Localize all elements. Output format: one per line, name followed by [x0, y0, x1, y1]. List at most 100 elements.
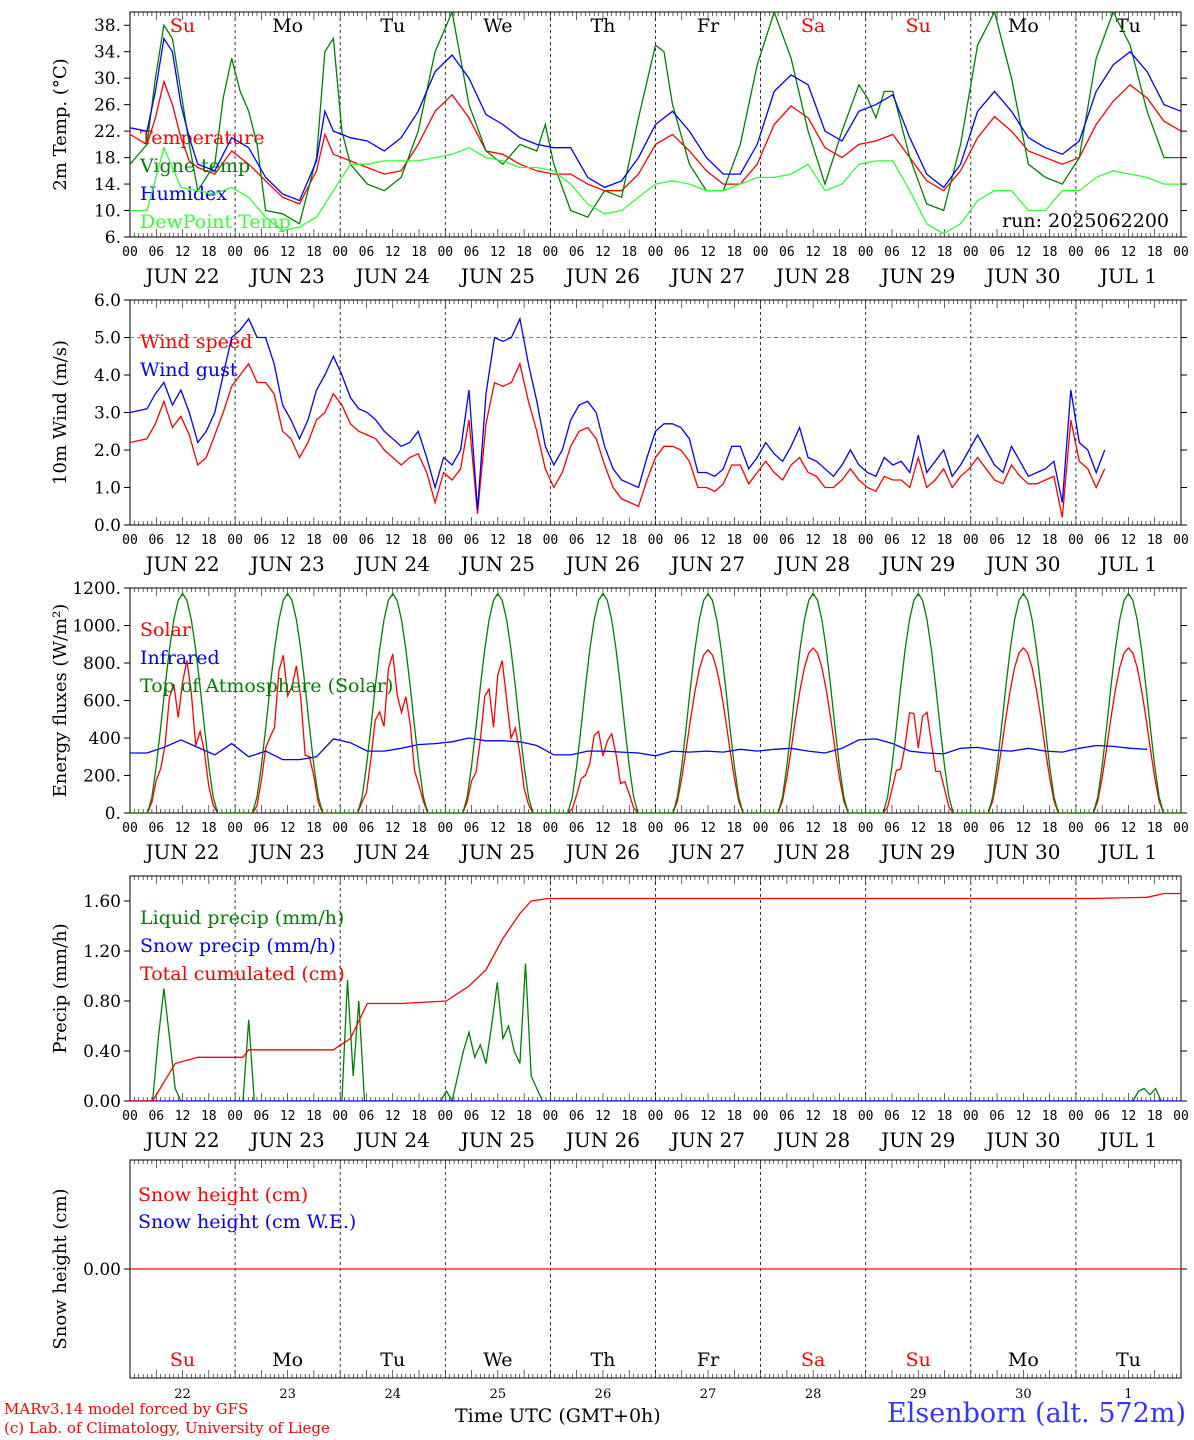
x-tick-label: 18	[1147, 533, 1163, 548]
x-tick-label: 00	[1068, 245, 1084, 260]
x-tick-label: 06	[148, 1109, 164, 1124]
y-tick-label: 600.	[83, 692, 121, 712]
x-tick-label: 06	[359, 533, 375, 548]
x-tick-label: 18	[621, 821, 637, 836]
x-tick-label: 18	[832, 533, 848, 548]
x-tick-label: 06	[884, 821, 900, 836]
panel-1: 6. 10. 14. 18. 22. 26. 30. 34. 38. 2m Temp. (°C) 0…	[50, 11, 1189, 288]
date-label: JUL 1	[1098, 1128, 1157, 1152]
x-tick-label: 06	[464, 1109, 480, 1124]
x-tick-label: 00	[227, 245, 243, 260]
y-tick-label: 800.	[83, 654, 121, 674]
model-credit: MARv3.14 model forced by GFS (c) Lab. of…	[4, 1400, 330, 1438]
x-tick-label: 18	[621, 1109, 637, 1124]
date-label: JUN 26	[564, 552, 640, 576]
x-tick-label: 18	[516, 1109, 532, 1124]
x-tick-label: 06	[674, 245, 690, 260]
date-label: JUN 22	[143, 552, 219, 576]
date-label: JUN 24	[354, 840, 430, 864]
legend-entry: Infrared	[140, 647, 220, 669]
y-tick-label: 30.	[94, 69, 121, 89]
x-tick-label: 18	[1147, 245, 1163, 260]
panel-frame	[129, 587, 1182, 814]
y-axis-label: 10m Wind (m/s)	[50, 340, 71, 485]
x-tick-label: 18	[306, 821, 322, 836]
x-tick-label: 18	[1042, 821, 1058, 836]
date-label: JUL 1	[1098, 552, 1157, 576]
y-tick-label: 22.	[94, 122, 121, 142]
x-tick-label: 12	[490, 821, 506, 836]
legend-entry: DewPoint Temp	[140, 211, 291, 233]
date-label: JUN 23	[249, 552, 325, 576]
x-tick-label: 00	[437, 1109, 453, 1124]
x-tick-label: 18	[516, 821, 532, 836]
y-tick-label: 3.0	[94, 404, 121, 424]
weekday-label: Tu	[1116, 1349, 1141, 1371]
x-tick-label: 12	[280, 245, 296, 260]
x-tick-label: 12	[490, 245, 506, 260]
series-line-liquid-precip-mm-h-	[130, 963, 1162, 1101]
legend-entry: Wind gust	[140, 359, 238, 381]
date-label: JUN 28	[774, 1128, 850, 1152]
weekday-label: Mo	[1008, 1349, 1039, 1371]
x-tick-label: 18	[937, 821, 953, 836]
date-label: JUN 25	[459, 1128, 535, 1152]
legend-entry: Solar	[140, 619, 192, 641]
weekday-label: Tu	[380, 1349, 405, 1371]
x-tick-label: 00	[332, 533, 348, 548]
x-tick-label: 00	[122, 1109, 138, 1124]
x-tick-label: 00	[963, 821, 979, 836]
x-tick-label: 18	[306, 533, 322, 548]
model-credit-line-2: (c) Lab. of Climatology, University of L…	[4, 1419, 330, 1437]
weekday-label: Mo	[1008, 15, 1039, 37]
day-number: 28	[805, 1387, 822, 1400]
date-label: JUN 27	[669, 552, 745, 576]
panel-2: 0.0 1.0 2.0 3.0 4.0 5.0 6.0 10m Wind (m/s) 00 06 1…	[50, 291, 1189, 576]
date-label: JUN 29	[879, 1128, 955, 1152]
x-tick-label: 00	[858, 533, 874, 548]
x-tick-label: 12	[910, 533, 926, 548]
x-tick-label: 00	[543, 533, 559, 548]
y-tick-label: 14.	[94, 175, 121, 195]
x-tick-label: 00	[963, 533, 979, 548]
y-tick-label: 1.0	[94, 479, 121, 499]
x-tick-label: 06	[359, 1109, 375, 1124]
x-tick-label: 06	[779, 533, 795, 548]
y-tick-label: 10.	[94, 202, 121, 222]
x-tick-label: 12	[1121, 533, 1137, 548]
x-tick-label: 12	[1016, 245, 1032, 260]
y-tick-label: 2.0	[94, 441, 121, 461]
x-tick-label: 12	[595, 533, 611, 548]
legend-entry: Snow height (cm)	[138, 1184, 308, 1206]
y-tick-label: 0.40	[83, 1042, 121, 1062]
date-label: JUN 30	[984, 840, 1060, 864]
x-tick-label: 00	[753, 1109, 769, 1124]
x-tick-label: 00	[543, 821, 559, 836]
x-tick-label: 06	[674, 1109, 690, 1124]
x-tick-label: 18	[726, 245, 742, 260]
panel-4: 0.00 0.40 0.80 1.20 1.60 Precip (mm/h) 00 06 12 1…	[50, 875, 1189, 1152]
weekday-label: Mo	[272, 15, 303, 37]
x-tick-label: 00	[437, 821, 453, 836]
weekday-label: Th	[590, 1349, 615, 1371]
x-tick-label: 00	[963, 245, 979, 260]
day-number: 30	[1015, 1387, 1032, 1400]
x-tick-label: 00	[1173, 1109, 1189, 1124]
date-label: JUN 25	[459, 264, 535, 288]
x-tick-label: 12	[805, 533, 821, 548]
y-axis-label: Precip (mm/h)	[50, 923, 71, 1053]
x-tick-label: 06	[569, 245, 585, 260]
y-tick-label: 6.	[105, 228, 121, 248]
series-line-wind-speed	[130, 361, 1106, 518]
x-tick-label: 12	[490, 1109, 506, 1124]
x-tick-label: 00	[963, 1109, 979, 1124]
weekday-label: Su	[906, 1349, 931, 1371]
x-tick-label: 00	[122, 245, 138, 260]
x-tick-label: 12	[175, 245, 191, 260]
panel-frame	[129, 299, 1182, 526]
x-tick-label: 12	[1121, 821, 1137, 836]
x-tick-label: 00	[543, 1109, 559, 1124]
x-tick-label: 18	[516, 245, 532, 260]
y-tick-label: 1.20	[83, 942, 121, 962]
y-tick-label: 34.	[94, 43, 121, 63]
